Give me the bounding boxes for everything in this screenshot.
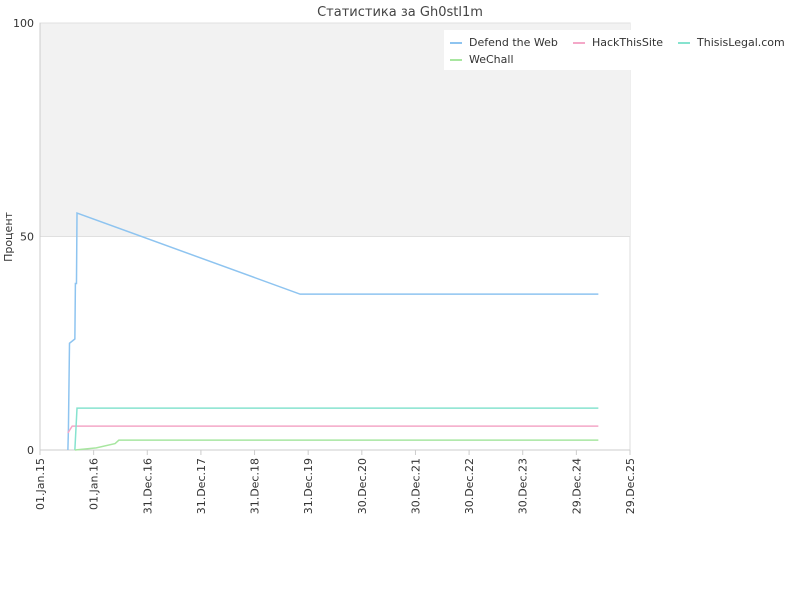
data-line [74,407,599,451]
x-tick-label: 30.Dec.21 [409,458,422,514]
y-axis-label: Процент [2,211,15,261]
x-tick-label: 29.Dec.24 [570,458,583,514]
x-tick-label: 30.Dec.22 [463,458,476,514]
data-line [74,439,599,451]
data-line [67,425,599,434]
x-tick-label: 30.Dec.23 [517,458,530,514]
x-tick-label: 01.Jan.16 [88,458,101,510]
x-tick-label: 30.Dec.20 [356,458,369,514]
chart-title: Статистика за Gh0stl1m [317,5,483,20]
legend-label: HackThisSite [592,36,663,49]
legend-label: ThisisLegal.com [696,36,785,49]
y-tick-label: 100 [13,17,34,30]
x-tick-label: 29.Dec.25 [624,458,637,514]
x-tick-label: 31.Dec.17 [195,458,208,514]
legend-label: Defend the Web [469,36,558,49]
x-tick-label: 31.Dec.19 [302,458,315,514]
x-tick-label: 01.Jan.15 [34,458,47,510]
legend-label: WeChall [469,53,514,66]
x-tick-label: 31.Dec.18 [249,458,262,514]
data-line [67,211,599,451]
legend-box [444,30,789,70]
x-tick-label: 31.Dec.16 [141,458,154,514]
y-tick-label: 50 [20,231,34,244]
y-tick-label: 0 [27,444,34,457]
